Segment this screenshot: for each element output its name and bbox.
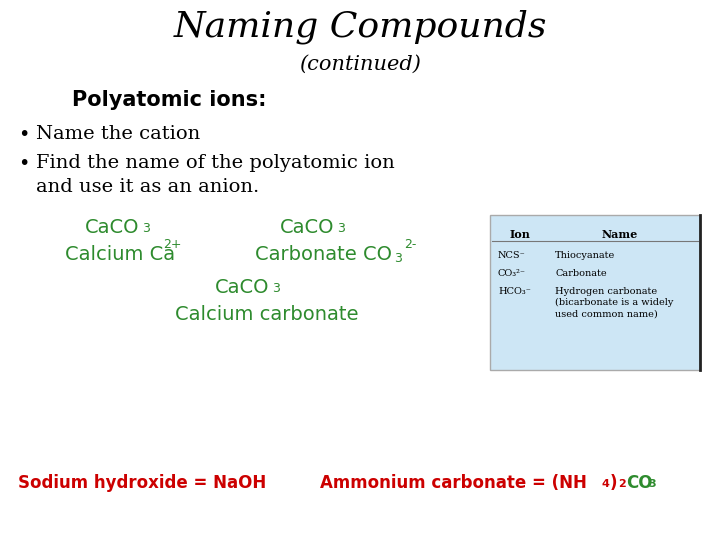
FancyBboxPatch shape (490, 215, 700, 370)
Text: 3: 3 (272, 282, 280, 295)
Text: 2: 2 (618, 479, 626, 489)
Text: NCS⁻: NCS⁻ (498, 251, 526, 260)
Text: Sodium hydroxide = NaOH: Sodium hydroxide = NaOH (18, 474, 266, 492)
Text: •: • (18, 125, 30, 144)
Text: 4: 4 (602, 479, 610, 489)
Text: Calcium Ca: Calcium Ca (65, 245, 175, 264)
Text: Polyatomic ions:: Polyatomic ions: (72, 90, 266, 110)
Text: CO: CO (626, 474, 652, 492)
Text: 3: 3 (337, 222, 345, 235)
Text: and use it as an anion.: and use it as an anion. (36, 178, 259, 196)
Text: Ammonium carbonate = (NH: Ammonium carbonate = (NH (320, 474, 587, 492)
Text: (continued): (continued) (299, 55, 421, 74)
Text: 3: 3 (394, 252, 402, 265)
Text: Ion: Ion (510, 229, 531, 240)
Text: ): ) (610, 474, 618, 492)
Text: CaCO: CaCO (280, 218, 335, 237)
Text: CaCO: CaCO (215, 278, 269, 297)
Text: CO₃²⁻: CO₃²⁻ (498, 269, 526, 278)
Text: •: • (18, 154, 30, 173)
Text: Calcium carbonate: Calcium carbonate (175, 305, 359, 324)
Text: Thiocyanate: Thiocyanate (555, 251, 616, 260)
Text: 2-: 2- (404, 238, 416, 251)
Text: Hydrogen carbonate
(bicarbonate is a widely
used common name): Hydrogen carbonate (bicarbonate is a wid… (555, 287, 673, 319)
Text: Name: Name (602, 229, 638, 240)
Text: 2+: 2+ (163, 238, 181, 251)
Text: HCO₃⁻: HCO₃⁻ (498, 287, 531, 296)
Text: 3: 3 (648, 479, 656, 489)
Text: Find the name of the polyatomic ion: Find the name of the polyatomic ion (36, 154, 395, 172)
Text: Naming Compounds: Naming Compounds (174, 10, 546, 44)
Text: CaCO: CaCO (85, 218, 140, 237)
Text: Carbonate CO: Carbonate CO (255, 245, 392, 264)
Text: Carbonate: Carbonate (555, 269, 607, 278)
Text: Name the cation: Name the cation (36, 125, 200, 143)
Text: 3: 3 (142, 222, 150, 235)
